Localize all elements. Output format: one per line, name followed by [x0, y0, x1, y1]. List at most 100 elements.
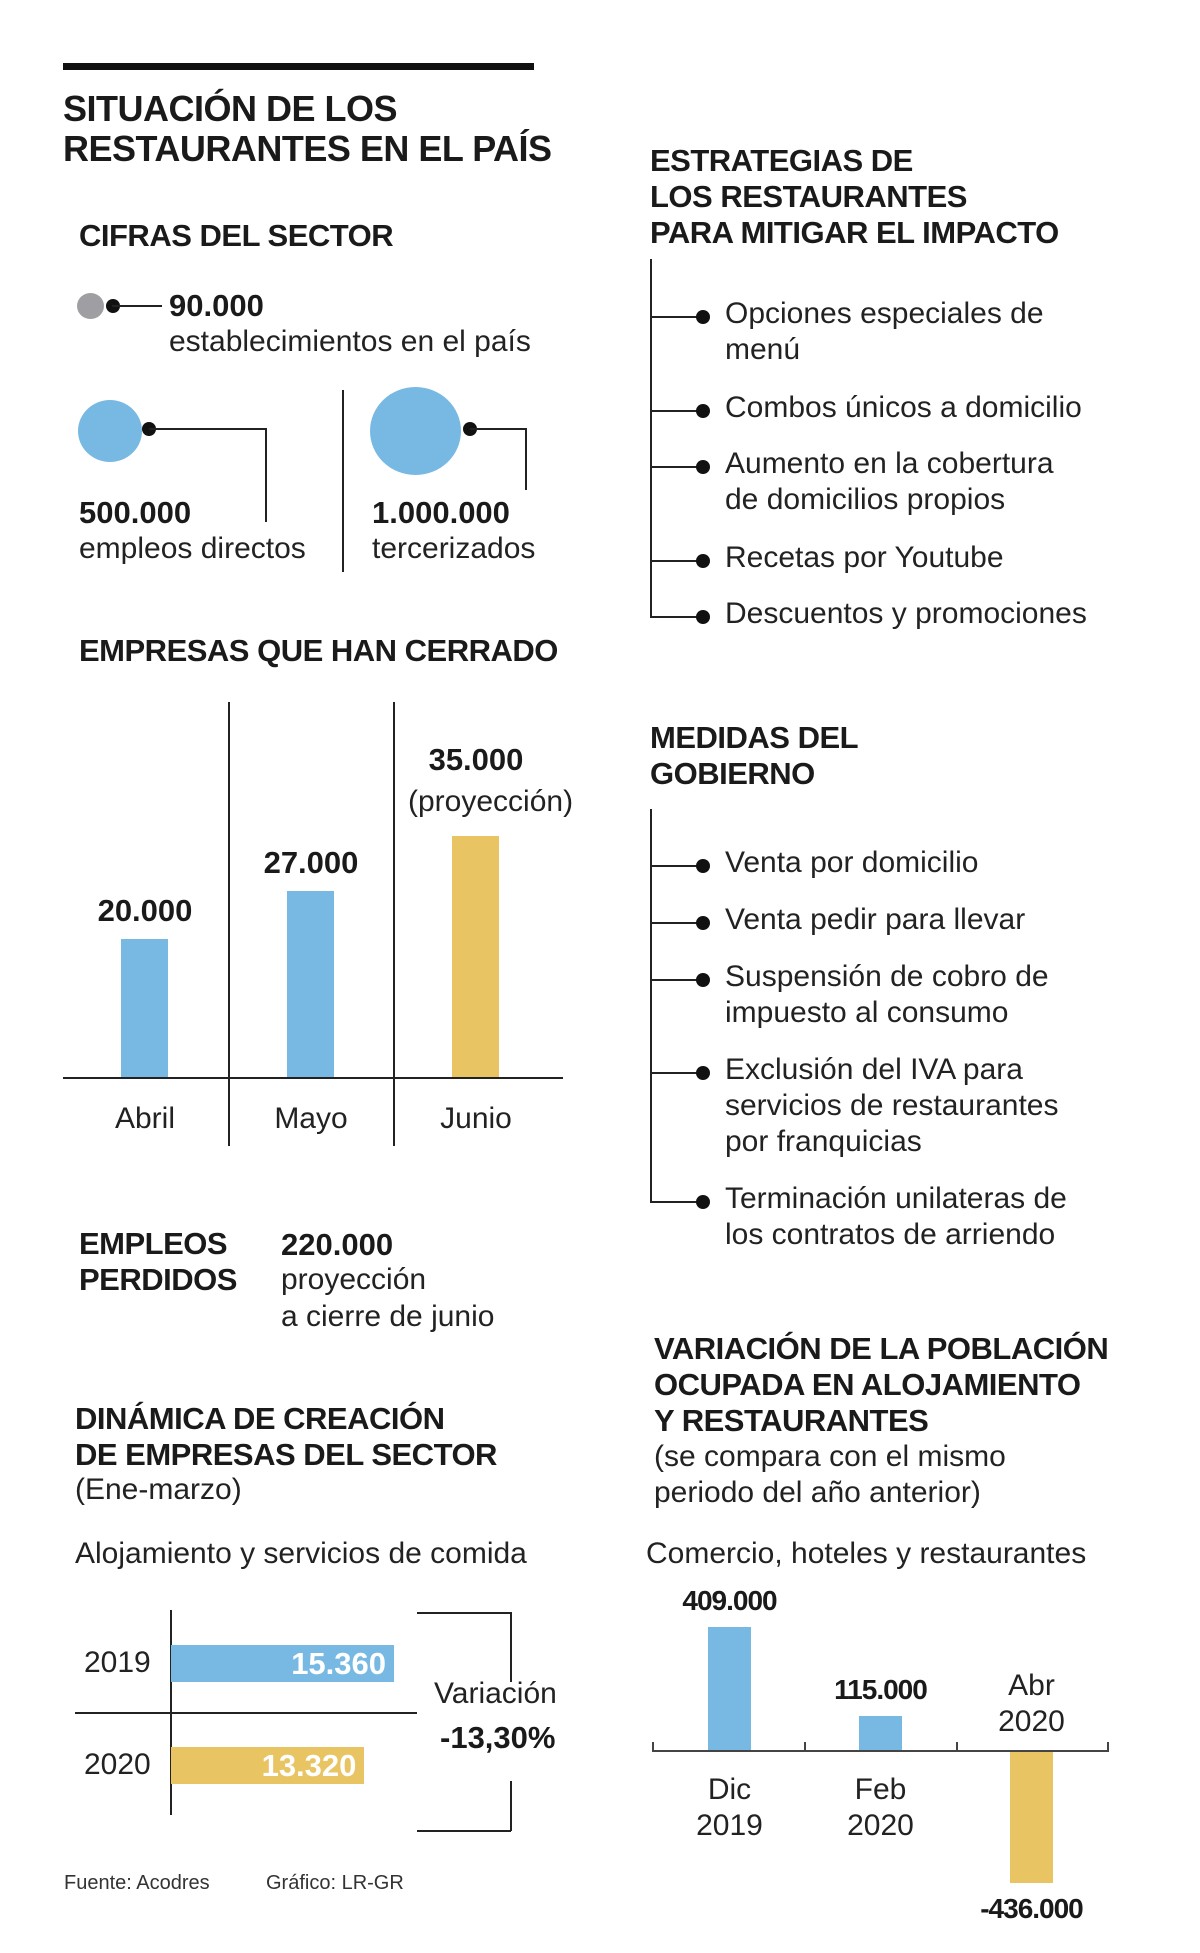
- connector-line: [265, 428, 267, 522]
- variation-value: -13,30%: [440, 1720, 556, 1755]
- list-item: Descuentos y promociones: [725, 597, 1087, 630]
- tree-trunk: [650, 259, 652, 616]
- category-label: Junio: [440, 1102, 512, 1135]
- connector-line: [112, 305, 162, 307]
- bar-value-label: -436.000: [980, 1892, 1084, 1924]
- variacion-heading-1: VARIACIÓN DE LA POBLACIÓN: [654, 1331, 1109, 1366]
- bar-value-label: 27.000: [263, 845, 359, 881]
- dinamica-heading-1: DINÁMICA DE CREACIÓN: [75, 1401, 445, 1436]
- list-item: Aumento en la cobertura de domicilios pr…: [725, 447, 1054, 516]
- list-item: Opciones especiales de menú: [725, 297, 1044, 366]
- bracket: [417, 1612, 511, 1614]
- empleos-note-2: a cierre de junio: [281, 1300, 495, 1333]
- branch: [650, 616, 702, 618]
- bullet-icon: [696, 310, 710, 324]
- page-title-line-2: RESTAURANTES EN EL PAÍS: [63, 128, 552, 169]
- baseline: [63, 1077, 563, 1079]
- bullet-icon: [696, 404, 710, 418]
- estrategias-heading-1: ESTRATEGIAS DE: [650, 143, 913, 178]
- category-label: Mayo: [274, 1102, 348, 1135]
- year-label: 2019: [84, 1646, 151, 1679]
- list-item: Combos únicos a domicilio: [725, 391, 1082, 424]
- category-label: Feb 2020: [847, 1773, 914, 1842]
- column-divider: [393, 702, 395, 1146]
- projection-note: (proyección): [408, 785, 574, 818]
- branch: [650, 865, 702, 867]
- branch: [650, 560, 702, 562]
- directos-label: empleos directos: [79, 532, 306, 565]
- estrategias-heading-3: PARA MITIGAR EL IMPACTO: [650, 215, 1059, 250]
- establecimientos-value: 90.000: [169, 288, 264, 323]
- bar: [1010, 1752, 1053, 1883]
- branch: [650, 410, 702, 412]
- establecimientos-label: establecimientos en el país: [169, 325, 531, 358]
- tick: [1107, 1742, 1109, 1751]
- bar-2019: [171, 1645, 395, 1682]
- tercerizados-circle: [370, 387, 461, 475]
- branch: [650, 316, 702, 318]
- branch: [650, 922, 702, 924]
- variacion-heading-3: Y RESTAURANTES: [654, 1403, 929, 1438]
- bar-value-label: 15.360: [291, 1646, 387, 1681]
- tick: [652, 1742, 654, 1751]
- variacion-heading-2: OCUPADA EN ALOJAMIENTO: [654, 1367, 1081, 1402]
- bar-mayo: [287, 891, 334, 1077]
- list-item: Recetas por Youtube: [725, 541, 1004, 574]
- tick: [956, 1742, 958, 1751]
- bullet-icon: [696, 1066, 710, 1080]
- tick: [804, 1742, 806, 1751]
- bullet-icon: [696, 610, 710, 624]
- estrategias-heading-2: LOS RESTAURANTES: [650, 179, 967, 214]
- connector-line: [149, 428, 266, 430]
- branch: [650, 979, 702, 981]
- list-item: Exclusión del IVA para servicios de rest…: [725, 1053, 1059, 1158]
- dinamica-subtitle: Alojamiento y servicios de comida: [75, 1537, 527, 1570]
- source-note: Fuente: Acodres: [64, 1872, 210, 1894]
- list-item: Venta pedir para llevar: [725, 903, 1026, 936]
- bar-2020: [171, 1747, 365, 1784]
- empleos-note-1: proyección: [281, 1263, 427, 1296]
- bar: [708, 1627, 751, 1750]
- bullet-icon: [696, 916, 710, 930]
- cifras-heading: CIFRAS DEL SECTOR: [79, 218, 394, 253]
- bar-value-label: 35.000: [428, 742, 524, 778]
- bullet-icon: [696, 859, 710, 873]
- bullet-icon: [696, 1195, 710, 1209]
- bracket: [417, 1830, 511, 1832]
- graphic-credit: Gráfico: LR-GR: [266, 1872, 404, 1894]
- list-item: Suspensión de cobro de impuesto al consu…: [725, 960, 1049, 1029]
- bullet-icon: [696, 460, 710, 474]
- column-divider: [228, 702, 230, 1146]
- establecimientos-circle: [77, 293, 104, 319]
- bullet-icon: [696, 554, 710, 568]
- page-title-line-1: SITUACIÓN DE LOS: [63, 88, 398, 129]
- category-label: Dic 2019: [696, 1773, 763, 1842]
- list-item: Terminación unilateras de los contratos …: [725, 1182, 1067, 1251]
- divider: [342, 390, 344, 572]
- category-label: Abr 2020: [998, 1669, 1065, 1738]
- variacion-subtitle: Comercio, hoteles y restaurantes: [646, 1537, 1087, 1570]
- branch: [650, 1072, 702, 1074]
- bullet-icon: [696, 973, 710, 987]
- bar-value-label: 13.320: [261, 1748, 357, 1783]
- branch: [650, 466, 702, 468]
- bar-value-label: 115.000: [834, 1673, 928, 1705]
- cerradas-heading: EMPRESAS QUE HAN CERRADO: [79, 633, 558, 668]
- medidas-heading-2: GOBIERNO: [650, 756, 815, 791]
- baseline: [652, 1750, 1109, 1752]
- bracket: [510, 1781, 512, 1831]
- empleos-heading-2: PERDIDOS: [79, 1262, 237, 1297]
- directos-value: 500.000: [79, 495, 192, 530]
- variacion-note-1: (se compara con el mismo: [654, 1440, 1006, 1473]
- variacion-note-2: periodo del año anterior): [654, 1476, 981, 1509]
- connector-line: [470, 428, 526, 430]
- list-item: Venta por domicilio: [725, 846, 979, 879]
- top-rule: [63, 63, 534, 70]
- bar-abril: [121, 939, 168, 1077]
- bar-junio: [452, 836, 499, 1077]
- divider: [75, 1712, 417, 1714]
- dinamica-heading-2: DE EMPRESAS DEL SECTOR: [75, 1437, 497, 1472]
- category-label: Abril: [114, 1102, 175, 1135]
- bracket: [510, 1612, 512, 1682]
- branch: [650, 1201, 702, 1203]
